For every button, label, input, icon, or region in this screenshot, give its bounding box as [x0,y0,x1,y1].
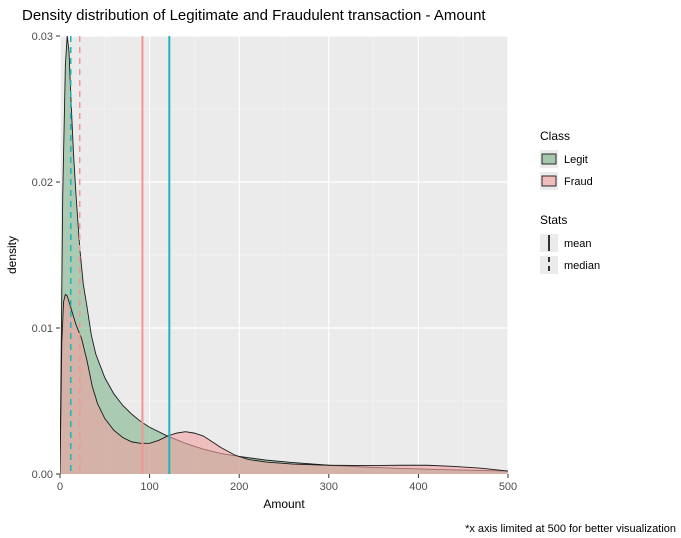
legend-label: Legit [564,154,588,166]
legend-class-title: Class [540,129,570,143]
legend-stats-title: Stats [540,213,567,227]
xtick-label: 500 [499,481,517,493]
xtick-label: 200 [230,481,248,493]
xtick-label: 0 [57,481,63,493]
xtick-label: 300 [320,481,338,493]
legend-label: mean [564,238,592,250]
legend-swatch-legit [542,154,556,164]
ytick-label: 0.01 [32,323,53,335]
x-axis-label: Amount [263,497,305,511]
legend-label: median [564,260,600,272]
ytick-label: 0.00 [32,469,53,481]
legend-label: Fraud [564,176,593,188]
xtick-label: 400 [409,481,427,493]
chart-footnote: *x axis limited at 500 for better visual… [465,523,676,535]
ytick-label: 0.03 [32,31,53,43]
ytick-label: 0.02 [32,177,53,189]
xtick-label: 100 [140,481,158,493]
legend-swatch-fraud [542,176,556,186]
chart-root: Density distribution of Legitimate and F… [0,0,681,538]
chart-title: Density distribution of Legitimate and F… [22,7,486,24]
legend: Class Legit Fraud Stats mean median [540,129,600,274]
y-axis-label: density [5,236,19,274]
